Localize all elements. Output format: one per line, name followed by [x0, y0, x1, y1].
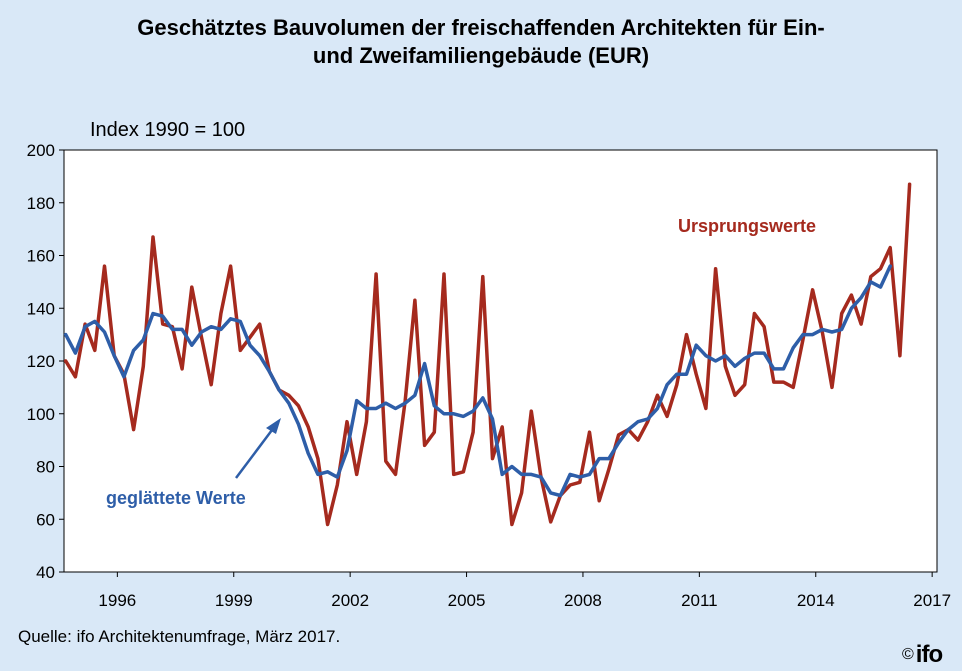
y-tick-label: 200	[27, 141, 55, 160]
series-layer	[63, 182, 912, 527]
x-tick-label: 2005	[448, 591, 486, 610]
y-tick-label: 100	[27, 405, 55, 424]
ifo-logo: ©ifo	[902, 641, 943, 669]
y-tick-label: 160	[27, 247, 55, 266]
x-tick-label: 2011	[681, 591, 718, 610]
x-tick-label: 2017	[913, 591, 951, 610]
y-tick-label: 140	[27, 299, 55, 318]
copyright-symbol: ©	[902, 646, 914, 663]
source-note: Quelle: ifo Architektenumfrage, März 201…	[18, 627, 341, 646]
x-tick-label: 2008	[564, 591, 602, 610]
plot-area	[63, 149, 938, 573]
x-axis: 1996 1999 2002 2005 2008 2011 2014 2017	[98, 572, 951, 610]
logo-name: ifo	[915, 641, 943, 668]
y-axis: 40 60 80 100 120 140 160 180 200	[27, 141, 64, 582]
series-line-ursprungswerte	[63, 182, 912, 527]
y-tick-label: 60	[36, 510, 55, 529]
label-geglaettete-werte: geglättete Werte	[106, 488, 246, 508]
y-tick-label: 120	[27, 352, 55, 371]
series-line-geglaettete-werte	[63, 264, 892, 498]
annotation-arrow	[235, 429, 273, 479]
y-tick-label: 80	[36, 458, 55, 477]
chart-title-line2: und Zweifamiliengebäude (EUR)	[312, 43, 650, 68]
annotation-arrow-head	[266, 418, 281, 434]
y-tick-label: 180	[27, 194, 55, 213]
label-ursprungswerte: Ursprungswerte	[678, 216, 816, 236]
x-tick-label: 1999	[215, 591, 253, 610]
chart-title: Geschätztes Bauvolumen der freischaffend…	[0, 14, 962, 70]
x-tick-label: 2002	[331, 591, 369, 610]
y-axis-label: Index 1990 = 100	[90, 119, 245, 141]
chart-title-line1: Geschätztes Bauvolumen der freischaffend…	[137, 15, 825, 40]
y-tick-label: 40	[36, 563, 55, 582]
x-tick-label: 1996	[98, 591, 136, 610]
x-tick-label: 2014	[797, 591, 835, 610]
